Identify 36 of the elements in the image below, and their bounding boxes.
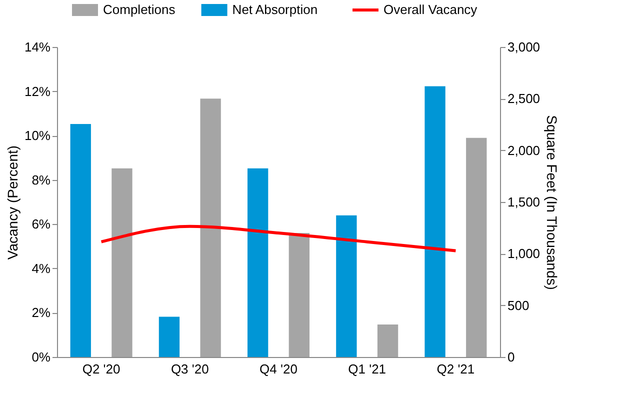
y2-tick-label: 3,000: [508, 40, 540, 54]
x-tick-label: Q2 '21: [436, 362, 475, 376]
y2-tick-label: 2,500: [508, 91, 540, 106]
y2-tick-label: 0: [508, 350, 515, 364]
y-tick-label: 10%: [24, 128, 51, 144]
y-tick-label: 4%: [32, 260, 51, 276]
x-tick-label: Q3 '20: [170, 362, 209, 376]
x-tick-label: Q2 '20: [82, 362, 120, 376]
bar: [200, 98, 221, 357]
x-tick-label: Q4 '20: [260, 362, 298, 376]
legend-label: Net Absorption: [232, 2, 318, 17]
bar: [377, 324, 398, 357]
y-tick-label: 6%: [32, 216, 51, 232]
y-axis-title: Vacancy (Percent): [4, 145, 20, 260]
bar: [424, 86, 446, 357]
y-tick-label: 14%: [24, 40, 51, 54]
legend-label: Completions: [103, 2, 176, 17]
legend-label: Overall Vacancy: [384, 2, 478, 17]
y-tick-label: 12%: [24, 84, 51, 99]
x-tick-label: Q1 '21: [348, 362, 386, 376]
bar: [158, 316, 180, 357]
bar: [247, 168, 268, 357]
y-tick-label: 2%: [32, 305, 51, 320]
y-tick-label: 8%: [32, 172, 51, 188]
bar: [288, 233, 310, 357]
y2-tick-label: 1,000: [508, 246, 540, 262]
y2-axis-title: Square Feet (In Thousands): [544, 115, 560, 290]
y2-tick-label: 2,000: [508, 142, 540, 158]
y2-tick-label: 1,500: [508, 194, 540, 210]
bar: [466, 138, 487, 357]
line-series: [100, 224, 458, 252]
bar: [70, 124, 91, 357]
bar: [112, 168, 132, 357]
bar: [336, 215, 357, 357]
y-tick-label: 0%: [32, 350, 51, 364]
y2-tick-label: 500: [508, 298, 530, 313]
